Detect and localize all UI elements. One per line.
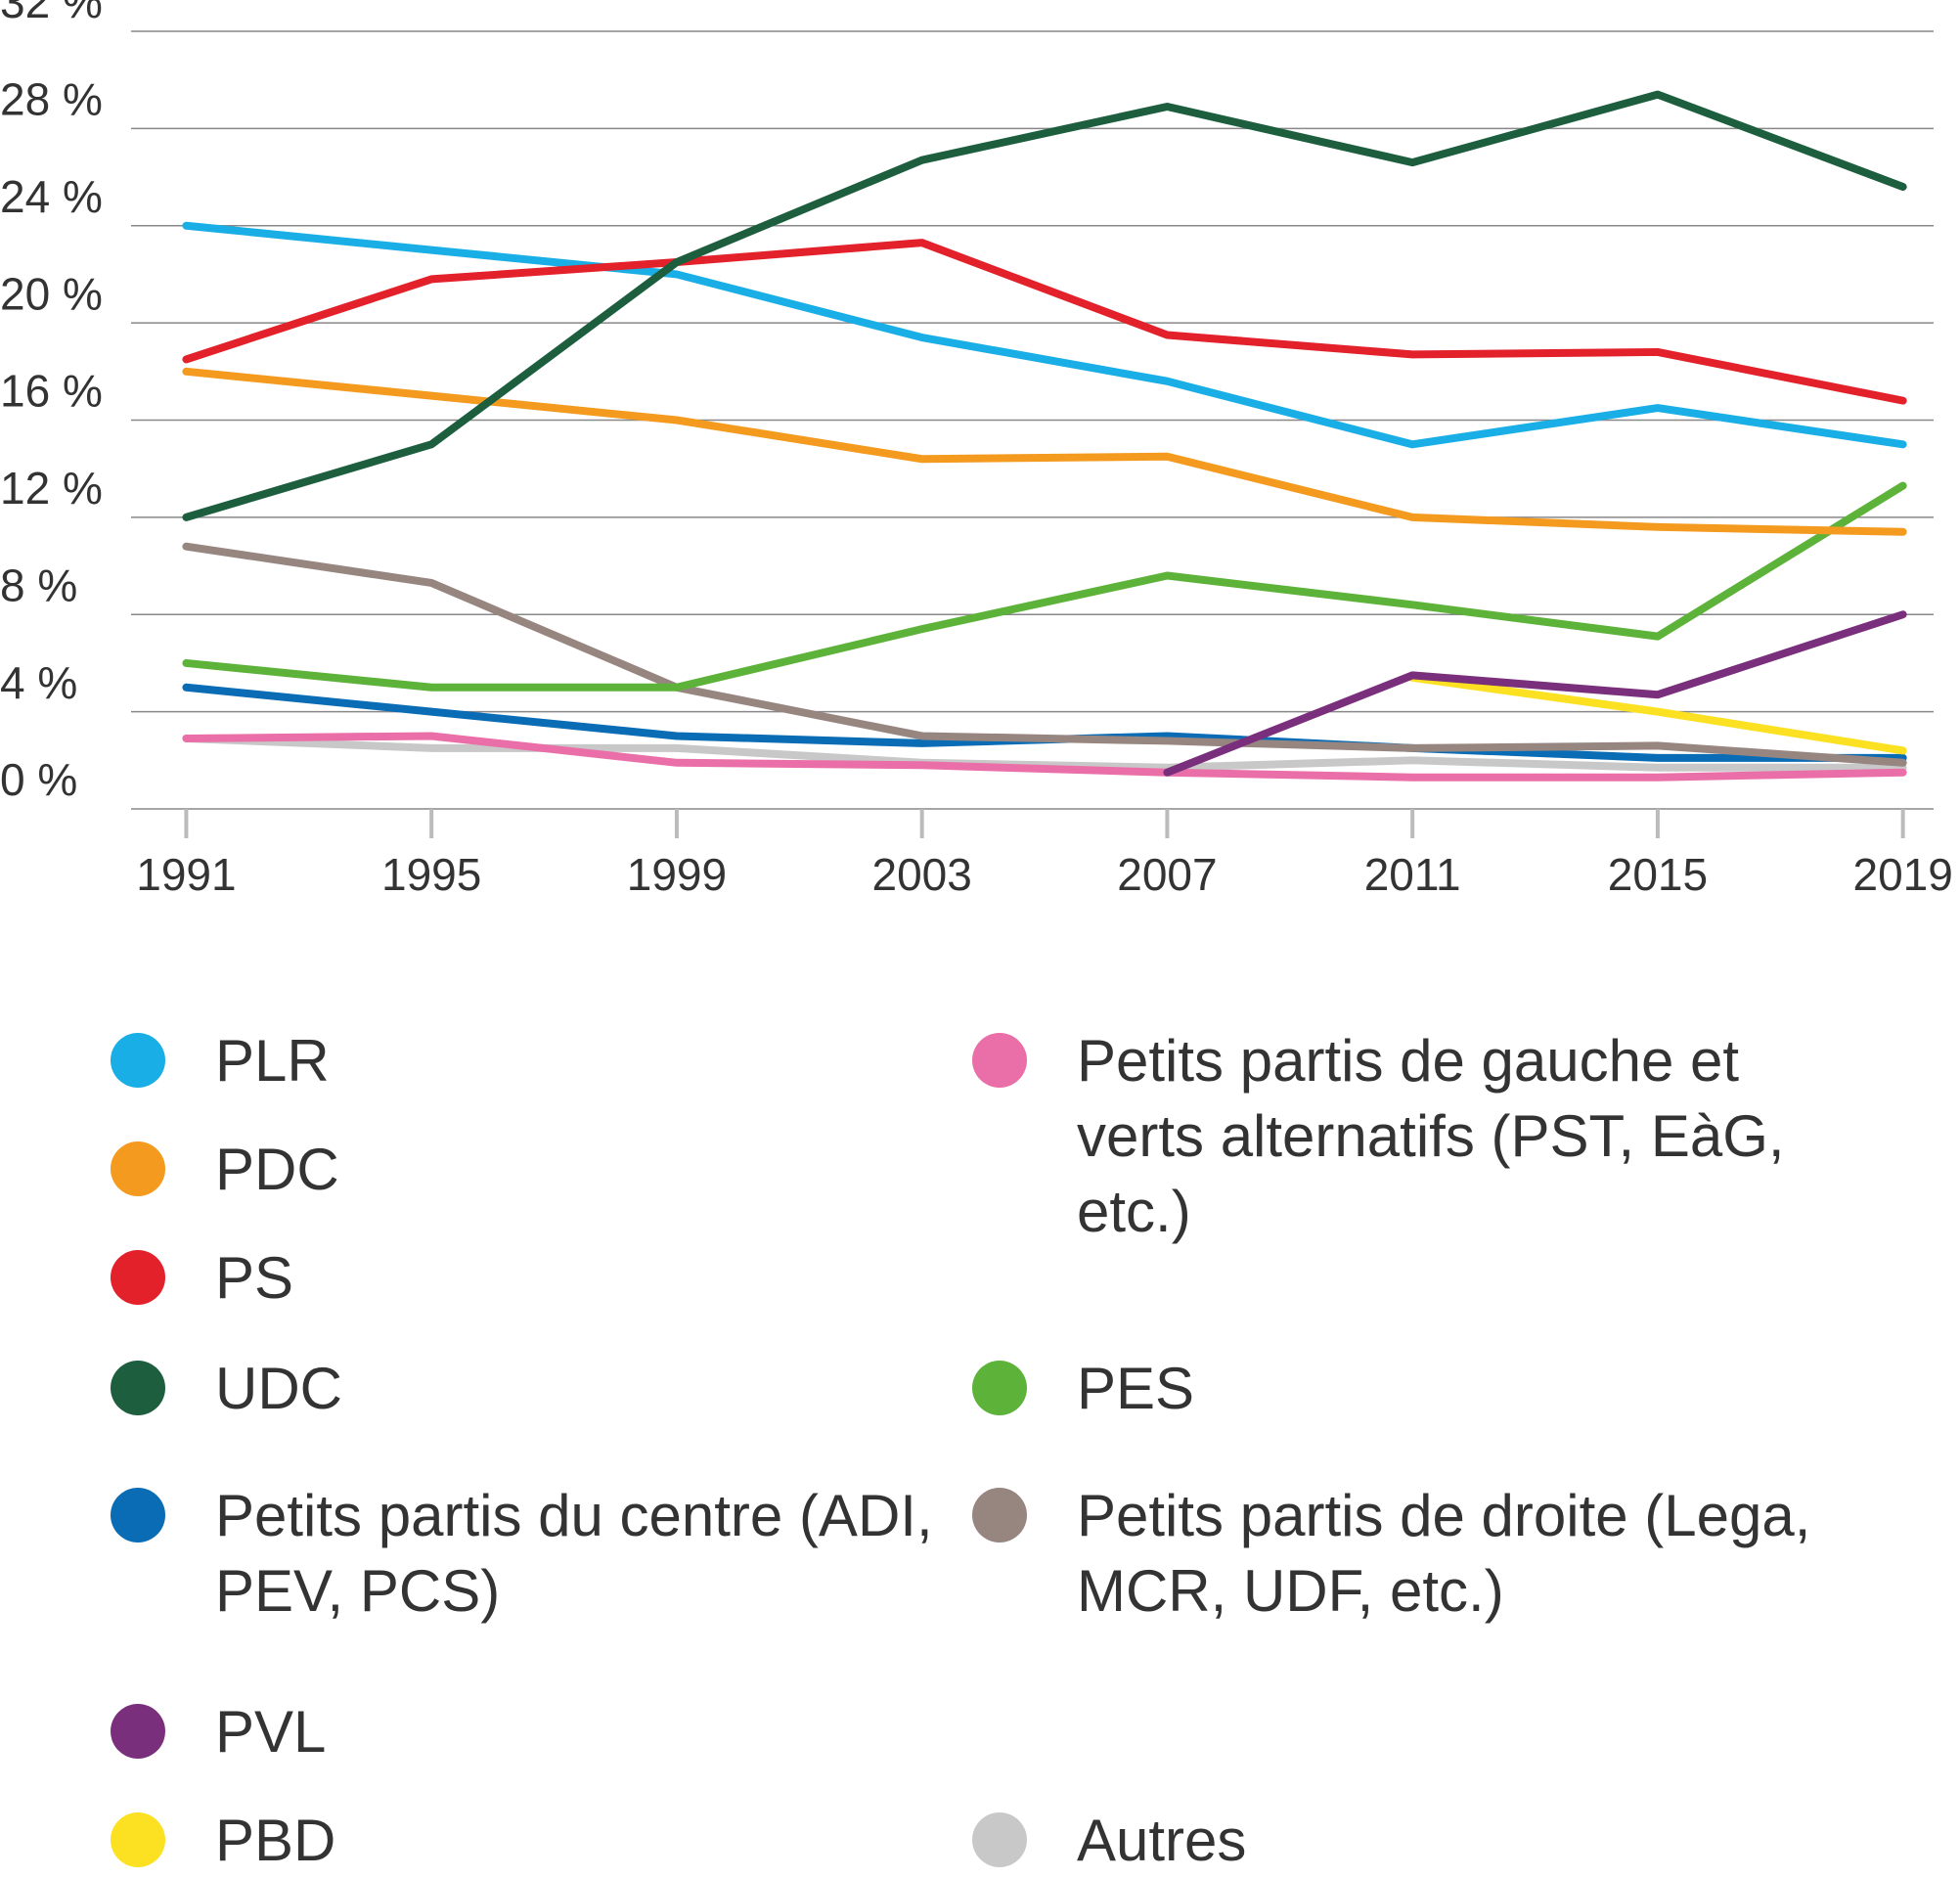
x-tick-label: 1991 xyxy=(136,849,236,900)
legend-marker xyxy=(111,1250,165,1305)
legend-marker xyxy=(972,1812,1027,1867)
x-tick-label: 2011 xyxy=(1364,849,1461,900)
legend-marker xyxy=(111,1704,165,1759)
series-line xyxy=(1408,673,1907,755)
chart: 0 % 4 % 8 % 12 % 16 % 20 % 24 % 28 % 32 % 1991 199… xyxy=(0,0,1953,900)
legend-label: Petits partis de droite (Lega, MCR, UDF,… xyxy=(1077,1483,1811,1624)
series-line xyxy=(182,732,1907,782)
y-tick-label: 8 % xyxy=(0,559,77,610)
series-line xyxy=(182,367,1907,536)
y-tick-label: 32 % xyxy=(0,0,103,27)
series-line xyxy=(182,481,1907,692)
legend-marker xyxy=(972,1361,1027,1415)
series-line xyxy=(182,221,1907,449)
series-line xyxy=(182,542,1907,767)
legend-label: UDC xyxy=(215,1356,342,1421)
legend-label: Petits partis de gauche et verts alterna… xyxy=(1077,1028,1785,1244)
legend-marker xyxy=(111,1141,165,1196)
series-line xyxy=(1163,610,1907,777)
y-tick-label: 28 % xyxy=(0,74,103,125)
legend-label: Autres xyxy=(1077,1808,1247,1873)
y-tick-label: 0 % xyxy=(0,754,77,805)
legend-marker xyxy=(111,1488,165,1543)
y-tick-label: 20 % xyxy=(0,268,103,319)
legend-marker xyxy=(111,1033,165,1088)
x-tick-label: 1999 xyxy=(627,849,727,900)
legend-label: PVL xyxy=(215,1699,327,1765)
x-tick-label: 1995 xyxy=(381,849,481,900)
series-line xyxy=(182,90,1907,521)
legend-marker xyxy=(972,1488,1027,1543)
y-tick-label: 4 % xyxy=(0,657,77,708)
legend-label: PS xyxy=(215,1245,294,1311)
x-tick-label: 2007 xyxy=(1117,849,1217,900)
legend-label: PES xyxy=(1077,1356,1195,1421)
x-tick-label: 2015 xyxy=(1608,849,1708,900)
legend-label: PBD xyxy=(215,1808,336,1873)
legend-label: PLR xyxy=(215,1028,330,1094)
y-tick-label: 24 % xyxy=(0,171,103,222)
y-tick-label: 12 % xyxy=(0,463,103,514)
x-tick-label: 2019 xyxy=(1852,849,1952,900)
legend-label: PDC xyxy=(215,1137,339,1202)
series-line xyxy=(182,239,1907,405)
legend-marker xyxy=(111,1361,165,1415)
y-tick-label: 16 % xyxy=(0,366,103,417)
x-tick-label: 2003 xyxy=(871,849,971,900)
legend-marker xyxy=(972,1033,1027,1088)
legend-label: Petits partis du centre (ADI, PEV, PCS) xyxy=(215,1483,933,1624)
legend-marker xyxy=(111,1812,165,1867)
